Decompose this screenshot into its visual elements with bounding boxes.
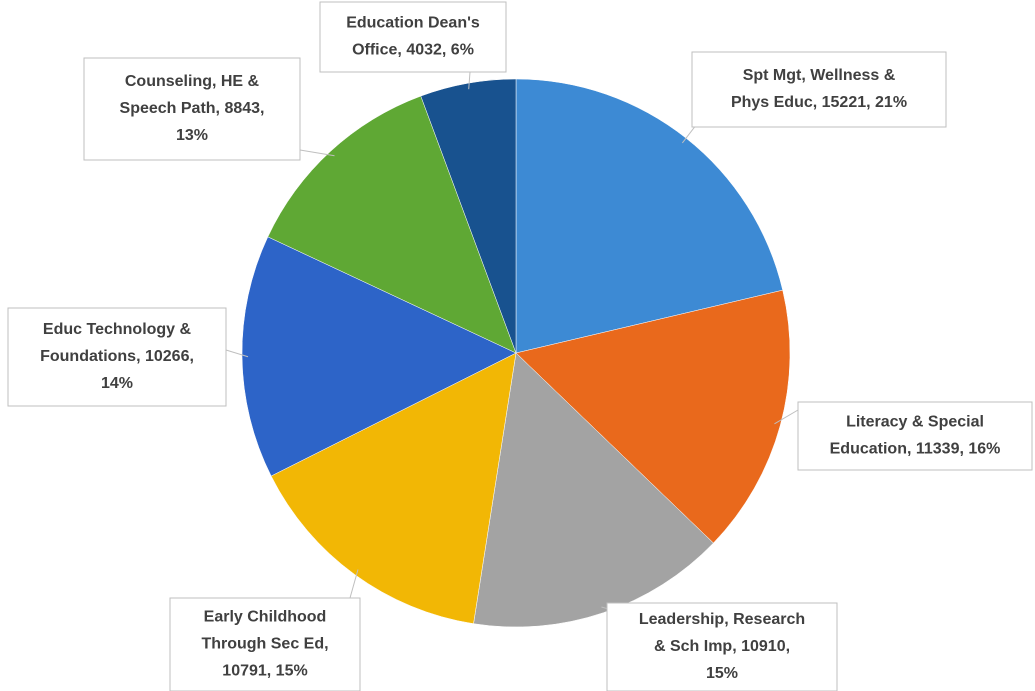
pie-slice [420,78,517,354]
data-label: Leadership, Research [639,611,805,628]
data-label: Office, 4032, 6% [352,42,474,59]
label-box [606,602,838,691]
label-box [7,307,227,407]
data-label: & Sch Imp, 10910, [654,638,790,655]
data-label: 13% [176,127,208,144]
leader-line [299,149,335,157]
label-box [797,401,1033,471]
pie-slice [241,236,517,477]
leader-line [774,409,799,425]
data-label: Educ Technology & [43,321,192,338]
data-label: Through Sec Ed, [201,636,328,653]
data-label: 14% [101,375,133,392]
label-box [319,1,507,73]
data-label: Speech Path, 8843, [120,100,265,117]
data-label: Phys Educ, 15221, 21% [731,94,907,111]
leader-line [468,71,471,90]
pie-slice [267,95,517,354]
data-label: 15% [706,665,738,682]
data-label: 10791, 15% [222,663,307,680]
data-label: Literacy & Special [846,414,984,431]
data-label: Counseling, HE & [125,73,260,90]
leader-line [225,349,249,358]
label-box [169,597,361,691]
data-label: Education Dean's [346,15,480,32]
pie-slice [473,352,714,628]
label-box [691,51,947,128]
label-box [83,57,301,161]
data-label: Early Childhood [204,609,327,626]
data-label: Foundations, 10266, [40,348,194,365]
pie-slice [515,289,791,544]
leader-line [349,569,359,599]
data-label: Spt Mgt, Wellness & [743,67,896,84]
pie-slice [270,352,517,624]
data-label: Education, 11339, 16% [830,441,1001,458]
